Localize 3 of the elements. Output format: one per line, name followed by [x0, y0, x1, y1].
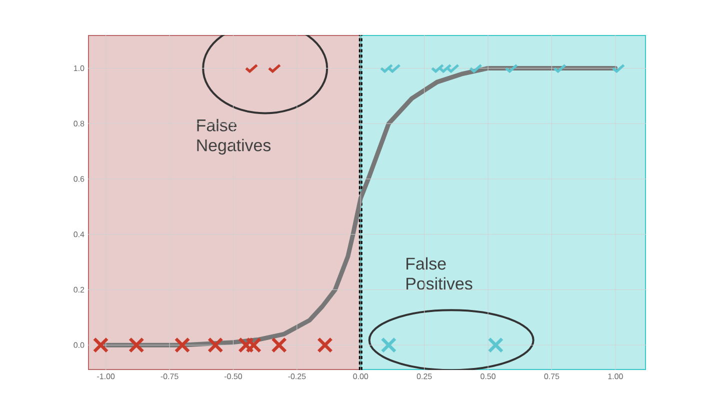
line-series [104, 66, 618, 348]
annotation: False Positives [406, 257, 472, 290]
annotation: False Negatives [197, 118, 271, 155]
